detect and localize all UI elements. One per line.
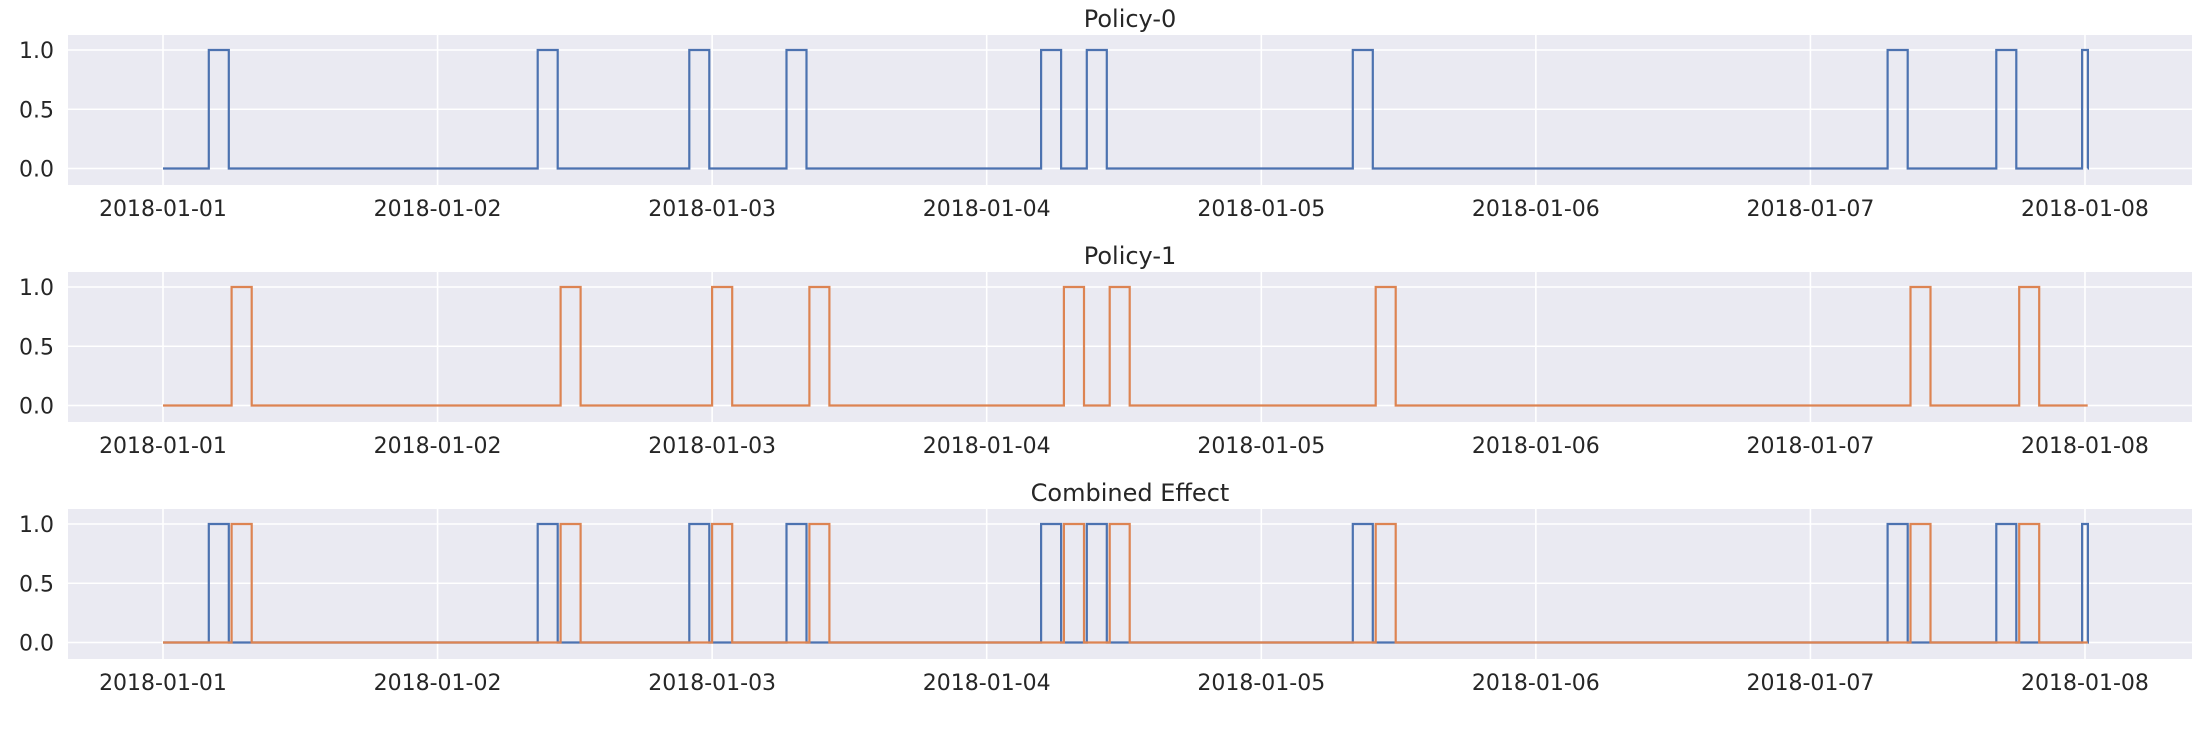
x-tick-label: 2018-01-02 [374,671,502,696]
x-tick-label: 2018-01-01 [99,671,227,696]
x-tick-label: 2018-01-02 [374,434,502,459]
x-tick-label: 2018-01-07 [1746,434,1874,459]
x-tick-label: 2018-01-01 [99,197,227,222]
y-tick-label: 0.5 [19,98,54,123]
x-tick-label: 2018-01-06 [1472,197,1600,222]
series-line-1 [163,285,2088,407]
x-tick-label: 2018-01-03 [648,671,776,696]
y-tick-label: 1.0 [19,39,54,64]
x-tick-label: 2018-01-05 [1197,671,1325,696]
x-tick-label: 2018-01-06 [1472,434,1600,459]
x-tick-label: 2018-01-03 [648,434,776,459]
series-line-1 [163,48,2089,170]
y-tick-label: 1.0 [19,276,54,301]
x-tick-label: 2018-01-06 [1472,671,1600,696]
series-line-1 [163,522,2089,644]
x-tick-label: 2018-01-07 [1746,197,1874,222]
x-tick-label: 2018-01-08 [2021,671,2149,696]
y-tick-label: 0.0 [19,158,54,183]
chart-title: Policy-0 [1084,5,1177,33]
y-tick-label: 0.0 [19,395,54,420]
x-tick-label: 2018-01-05 [1197,197,1325,222]
y-tick-label: 0.5 [19,335,54,360]
chart-title: Combined Effect [1031,479,1230,507]
subplot-1: 0.0 0.5 1.0 2018-01-01 2018-01-02 2018-01-03 2… [19,5,2192,222]
x-tick-label: 2018-01-04 [923,197,1051,222]
x-tick-label: 2018-01-03 [648,197,776,222]
x-tick-label: 2018-01-08 [2021,197,2149,222]
x-tick-label: 2018-01-02 [374,197,502,222]
y-tick-label: 1.0 [19,513,54,538]
x-tick-label: 2018-01-04 [923,434,1051,459]
x-tick-label: 2018-01-04 [923,671,1051,696]
series-line-2 [163,522,2088,644]
subplot-3: 0.0 0.5 1.0 2018-01-01 2018-01-02 2018-01-03 2… [19,479,2192,696]
subplot-2: 0.0 0.5 1.0 2018-01-01 2018-01-02 2018-01-03 2… [19,242,2192,459]
y-tick-label: 0.0 [19,632,54,657]
chart-title: Policy-1 [1084,242,1177,270]
x-tick-label: 2018-01-07 [1746,671,1874,696]
x-tick-label: 2018-01-01 [99,434,227,459]
x-tick-label: 2018-01-05 [1197,434,1325,459]
x-tick-label: 2018-01-08 [2021,434,2149,459]
y-tick-label: 0.5 [19,572,54,597]
